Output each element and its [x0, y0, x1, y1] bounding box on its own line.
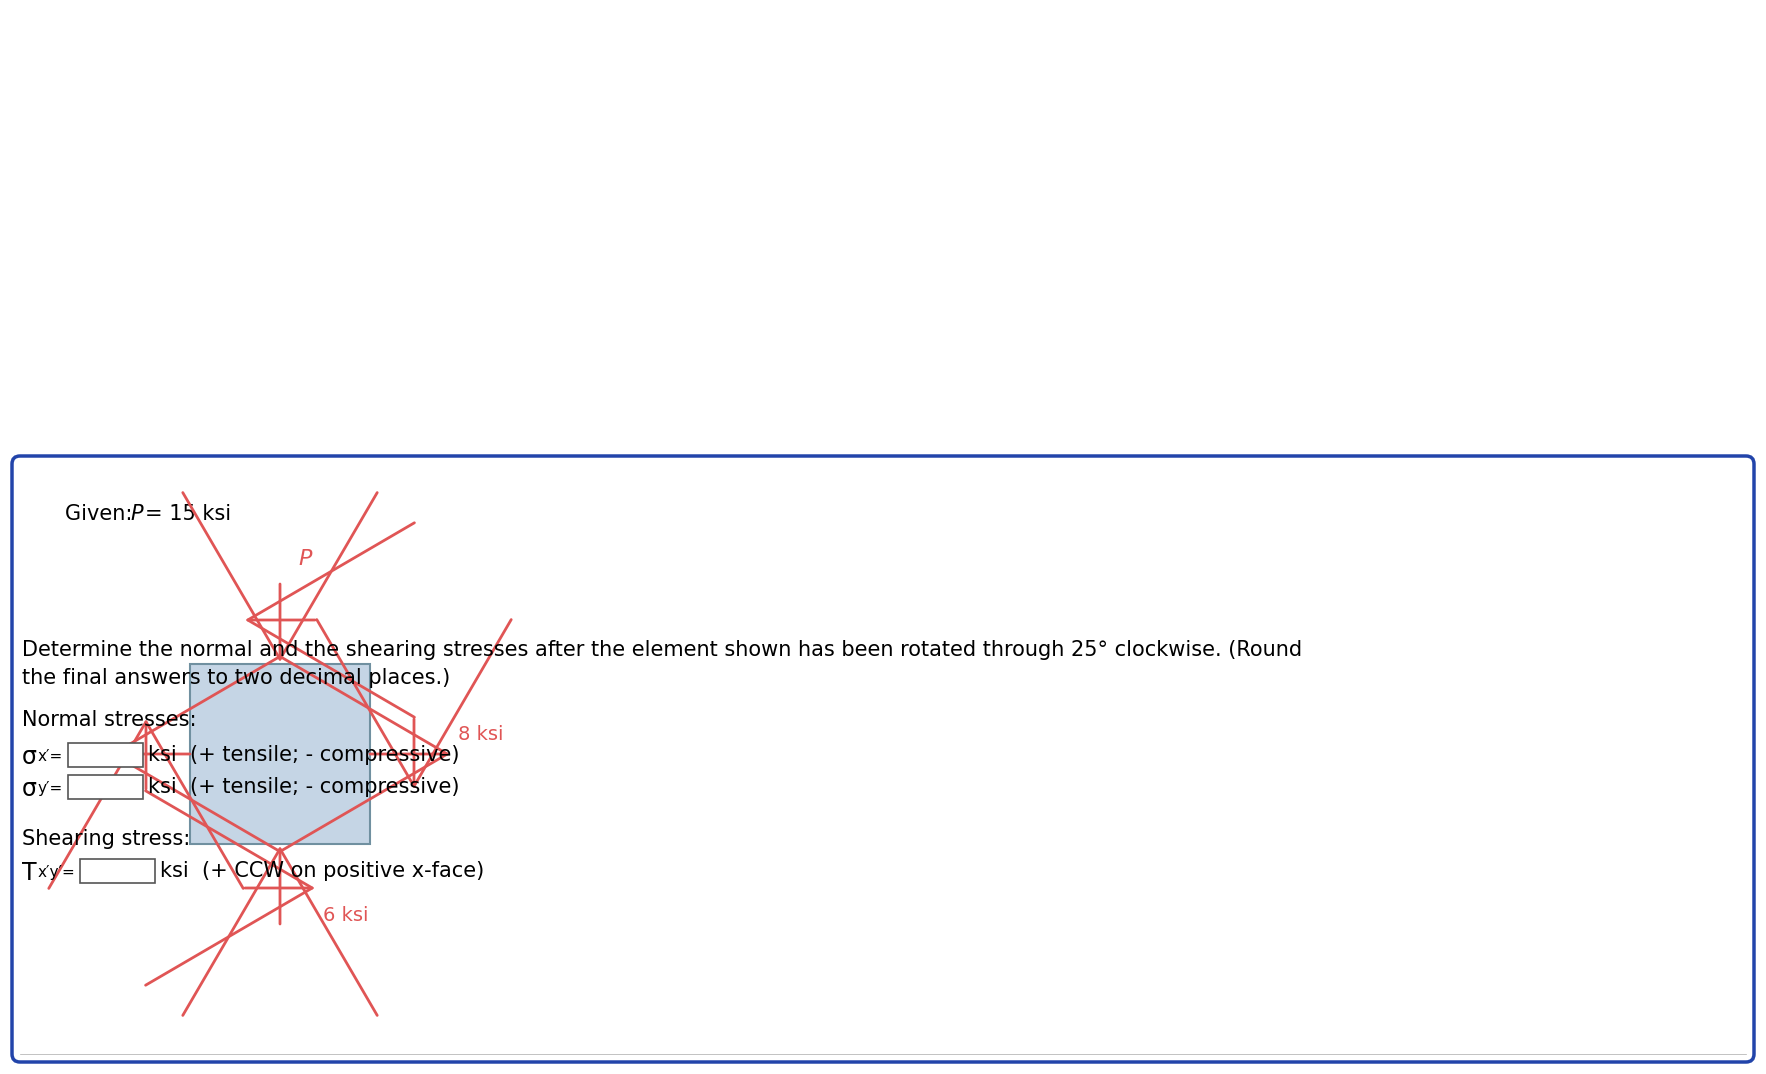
Text: P: P: [298, 549, 311, 569]
Text: y′=: y′=: [39, 781, 64, 796]
Text: Normal stresses:: Normal stresses:: [21, 710, 196, 730]
Text: T: T: [21, 861, 37, 885]
Text: x′y′=: x′y′=: [39, 865, 76, 880]
Text: P: P: [131, 504, 143, 524]
Bar: [79, 859, 155, 883]
Text: Determine the normal and the shearing stresses after the element shown has been : Determine the normal and the shearing st…: [21, 640, 1302, 661]
Text: ksi  (+ tensile; - compressive): ksi (+ tensile; - compressive): [148, 745, 459, 765]
Text: σ: σ: [21, 777, 37, 801]
Text: Given:: Given:: [65, 504, 140, 524]
Bar: [191, 664, 371, 844]
Text: Shearing stress:: Shearing stress:: [21, 829, 191, 850]
Text: 6 ksi: 6 ksi: [323, 906, 369, 925]
Text: x′=: x′=: [39, 749, 64, 764]
Bar: [69, 775, 143, 799]
Text: ksi  (+ tensile; - compressive): ksi (+ tensile; - compressive): [148, 777, 459, 797]
Text: ksi  (+ CCW on positive x-face): ksi (+ CCW on positive x-face): [161, 861, 484, 881]
Text: the final answers to two decimal places.): the final answers to two decimal places.…: [21, 668, 450, 688]
Text: 8 ksi: 8 ksi: [457, 725, 503, 743]
Text: σ: σ: [21, 745, 37, 769]
Bar: [69, 743, 143, 767]
Text: = 15 ksi: = 15 ksi: [145, 504, 231, 524]
